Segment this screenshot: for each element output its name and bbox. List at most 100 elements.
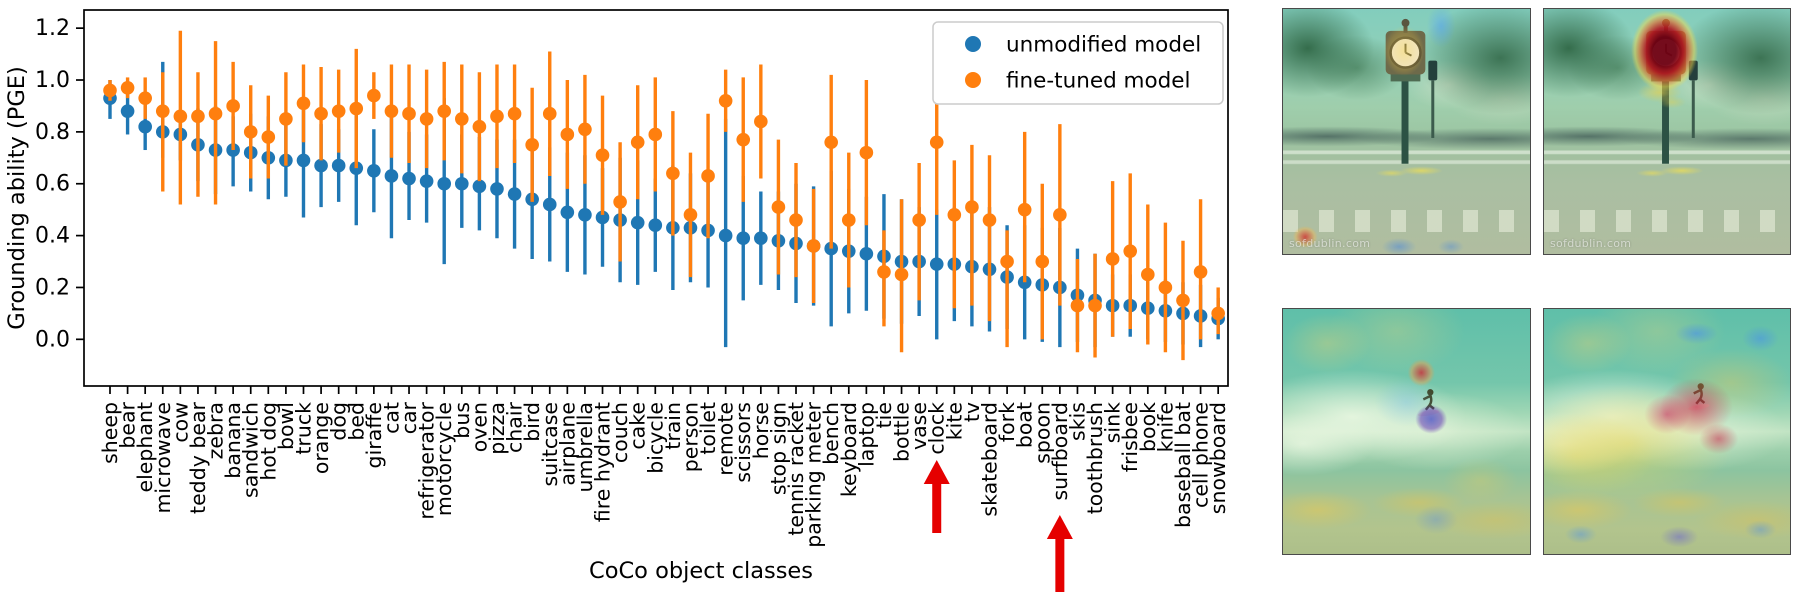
x-tick-label: bench [819,402,843,465]
y-tick-label: 0.0 [35,327,70,352]
x-tick-label: kite [942,402,966,440]
x-tick-label: tv [960,402,984,422]
data-point [560,127,575,142]
data-point [279,112,293,126]
x-tick-label: stop sign [766,402,790,495]
data-point [947,208,962,222]
x-tick-label: remote [714,402,738,476]
x-tick-label: bicycle [643,402,667,474]
x-tick-label: tennis racket [784,402,808,536]
data-point [490,109,504,124]
data-point [1141,267,1155,282]
data-point [1088,298,1102,313]
x-tick-label: parking meter [802,401,826,547]
annotation-arrow-clock [923,460,950,533]
x-tick-label: umbrella [573,402,597,493]
x-tick-label: bus [450,402,474,439]
x-tick-label: bear [116,401,140,448]
data-point [103,83,117,98]
x-tick-label: toilet [696,402,720,455]
data-point [208,106,223,121]
x-tick-label: bird [520,402,544,442]
legend-marker [965,36,981,52]
x-tick-label: airplane [555,402,579,486]
x-tick-label: bowl [274,402,298,450]
data-point [419,174,434,188]
data-point [1070,298,1085,313]
x-tick-label: refrigerator [415,401,439,519]
x-tick-label: baseball bat [1171,402,1195,528]
data-point [138,91,152,105]
x-tick-label: fork [995,402,1019,442]
data-point [472,119,487,134]
data-point [666,166,680,181]
data-point [525,138,539,152]
data-point [789,213,803,227]
data-point [1105,252,1120,266]
y-tick-label: 0.6 [35,172,70,197]
legend-box [932,21,1224,105]
x-tick-label: sheep [98,402,122,464]
data-point [912,213,926,227]
annotation-arrow-surfboard [1046,515,1073,592]
data-point [331,158,346,173]
y-tick-label: 1.0 [35,68,70,93]
x-tick-label: banana [221,402,245,479]
x-axis-label: CoCo object classes [589,558,813,584]
data-point [173,109,188,124]
x-tick-label: giraffe [362,402,386,468]
data-point [1035,254,1050,269]
attention-heatmap-overlay [1544,309,1790,554]
x-tick-label: elephant [133,402,157,493]
x-tick-label: car [397,401,421,434]
arrow-head-icon [1046,515,1073,539]
attention-heatmap-overlay [1283,9,1530,254]
x-tick-label: couch [608,402,632,463]
data-point [1158,280,1173,295]
data-point [929,257,944,271]
data-point [542,106,557,121]
x-tick-label: boat [1013,402,1037,448]
legend: unmodified model fine-tuned model [932,21,1224,105]
x-tick-label: cat [379,402,403,434]
data-point [841,213,856,227]
x-tick-label: fire hydrant [591,402,615,522]
x-tick-label: toothbrush [1083,402,1107,514]
x-tick-label: skis [1065,402,1089,441]
attention-heatmap-overlay [1544,9,1790,254]
x-tick-label: motorcycle [432,402,456,516]
x-tick-label: spoon [1030,402,1054,464]
data-point [367,163,381,178]
x-tick-label: scissors [731,402,755,483]
data-point [1176,293,1190,308]
y-axis-label: Grounding ability (PGE) [4,66,30,330]
data-point [736,231,751,245]
attention-heatmap-overlay [1283,309,1530,554]
x-tick-label: vase [907,402,931,450]
data-point [718,93,733,108]
data-point [507,187,522,201]
data-point [542,197,557,212]
data-point [191,109,205,124]
x-tick-label: train [661,402,685,450]
x-tick-label: suitcase [538,402,562,487]
heatmap-image-clock-finetuned: sofdublin.com [1543,8,1791,255]
data-point [754,114,768,129]
data-point [507,106,522,121]
data-point [490,182,504,196]
data-point [630,215,645,230]
x-tick-label: dog [327,402,351,441]
data-point [1053,208,1067,222]
data-point [384,104,399,118]
data-point [648,127,663,142]
data-point [367,88,381,103]
data-point [1193,265,1208,279]
x-tick-label: frisbee [1118,402,1142,472]
heatmap-image-surfboard-unmodified [1282,308,1531,555]
data-point [1017,275,1032,290]
data-point [138,119,152,134]
x-tick-label: truck [291,402,315,455]
data-point [419,112,434,126]
data-point [806,239,821,253]
data-point [683,208,698,222]
